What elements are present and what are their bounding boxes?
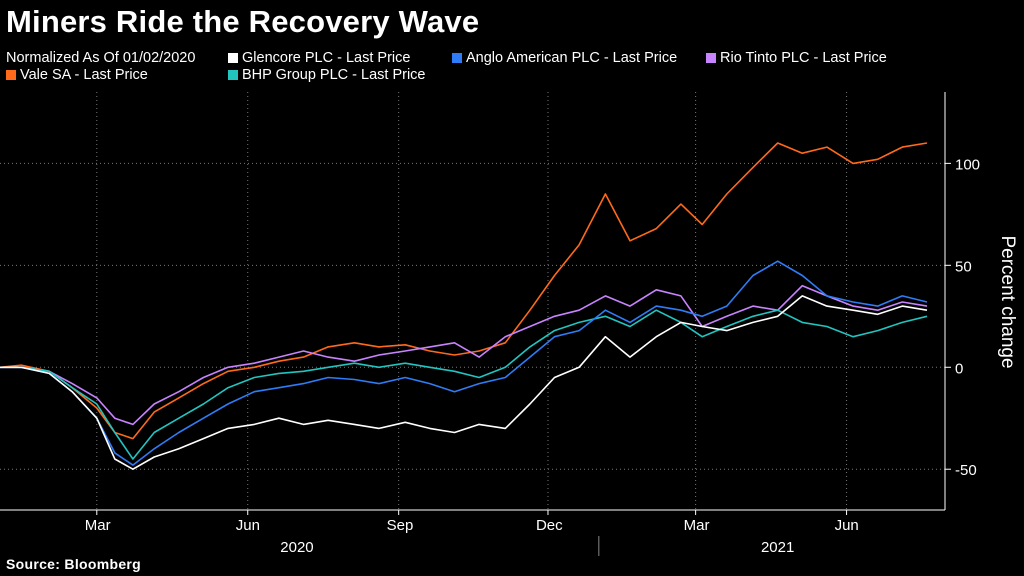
source-note: Source: Bloomberg xyxy=(6,556,142,572)
series-lines xyxy=(0,142,928,471)
x-year-label: 2021 xyxy=(761,539,794,556)
legend-label-vale: Vale SA - Last Price xyxy=(20,67,148,83)
legend-swatch-glencore xyxy=(228,53,238,63)
axes xyxy=(0,92,951,556)
legend-label-bhp: BHP Group PLC - Last Price xyxy=(242,67,426,83)
y-tick-label: 50 xyxy=(955,258,972,275)
y-tick-label: 100 xyxy=(955,156,980,173)
x-tick-label: Mar xyxy=(684,517,710,534)
legend-item-glencore: Glencore PLC - Last Price xyxy=(228,50,410,66)
legend-item-bhp: BHP Group PLC - Last Price xyxy=(228,67,425,83)
legend-item-rio-tinto: Rio Tinto PLC - Last Price xyxy=(706,50,887,66)
legend-normalized-note: Normalized As Of 01/02/2020 xyxy=(6,50,196,66)
legend-swatch-bhp xyxy=(228,70,238,80)
series-line-anglo xyxy=(0,260,928,466)
y-axis-label: Percent change xyxy=(997,235,1018,368)
legend-label-anglo-american: Anglo American PLC - Last Price xyxy=(466,50,678,66)
legend-swatch-rio-tinto xyxy=(706,53,716,63)
series-line-bhp xyxy=(0,309,928,460)
x-tick-label: Mar xyxy=(85,517,111,534)
tick-labels: -50 0 50 100 Mar Jun Sep Dec Mar Jun 2020 2021 xyxy=(85,156,980,556)
grid-lines xyxy=(0,92,945,510)
y-tick-label: 0 xyxy=(955,360,963,377)
x-year-label: 2020 xyxy=(280,539,313,556)
legend-label-glencore: Glencore PLC - Last Price xyxy=(242,50,411,66)
legend-item-vale: Vale SA - Last Price xyxy=(6,67,148,83)
legend-swatch-vale xyxy=(6,70,16,80)
x-tick-label: Dec xyxy=(536,517,563,534)
y-tick-label: -50 xyxy=(955,462,977,479)
x-tick-label: Jun xyxy=(236,517,260,534)
legend-label-rio-tinto: Rio Tinto PLC - Last Price xyxy=(720,50,887,66)
series-line-glencore xyxy=(0,295,928,471)
x-tick-label: Jun xyxy=(835,517,859,534)
legend-swatch-anglo-american xyxy=(452,53,462,63)
legend-item-anglo-american: Anglo American PLC - Last Price xyxy=(452,50,677,66)
chart-title: Miners Ride the Recovery Wave xyxy=(6,4,480,39)
series-line-vale xyxy=(0,142,928,440)
x-tick-label: Sep xyxy=(387,517,414,534)
series-line-rio xyxy=(0,284,928,426)
